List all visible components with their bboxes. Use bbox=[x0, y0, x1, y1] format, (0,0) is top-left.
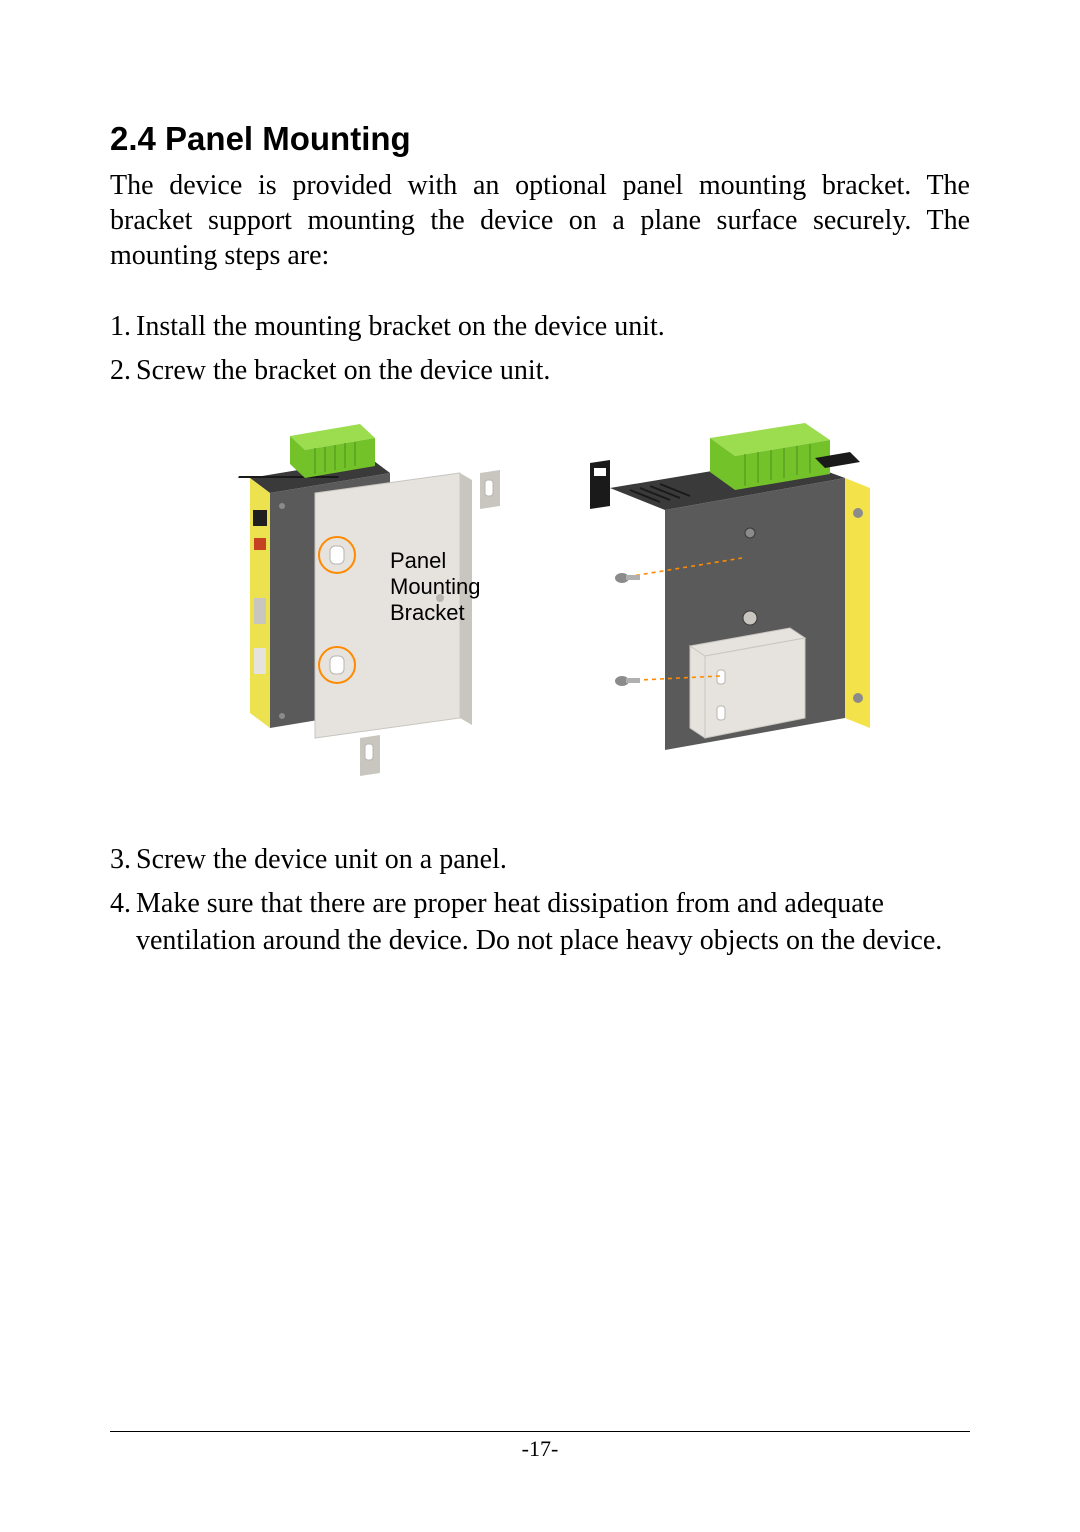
step-3: 3. Screw the device unit on a panel. bbox=[110, 842, 970, 878]
intro-paragraph: The device is provided with an optional … bbox=[110, 168, 970, 273]
figure-label: Panel Mounting Bracket bbox=[390, 548, 487, 625]
screw-icon bbox=[615, 573, 640, 583]
section-heading: 2.4 Panel Mounting bbox=[110, 120, 970, 158]
step-2: 2. Screw the bracket on the device unit. bbox=[110, 353, 970, 389]
step-text: Screw the bracket on the device unit. bbox=[136, 353, 970, 389]
screw-icon bbox=[615, 676, 640, 686]
right-device bbox=[590, 423, 870, 750]
step-text: Install the mounting bracket on the devi… bbox=[136, 309, 970, 345]
step-number: 2. bbox=[110, 353, 136, 389]
page-footer: -17- bbox=[110, 1431, 970, 1462]
page-number: -17- bbox=[522, 1436, 559, 1461]
steps-list-top: 1. Install the mounting bracket on the d… bbox=[110, 309, 970, 390]
panel-mounting-figure: Panel Mounting Bracket bbox=[190, 418, 890, 808]
step-number: 4. bbox=[110, 886, 136, 959]
step-text: Make sure that there are proper heat dis… bbox=[136, 886, 970, 959]
figure-svg: Panel Mounting Bracket bbox=[190, 418, 890, 808]
step-number: 3. bbox=[110, 842, 136, 878]
step-4: 4. Make sure that there are proper heat … bbox=[110, 886, 970, 959]
figure-container: Panel Mounting Bracket bbox=[110, 418, 970, 808]
steps-list-bottom: 3. Screw the device unit on a panel. 4. … bbox=[110, 842, 970, 959]
step-1: 1. Install the mounting bracket on the d… bbox=[110, 309, 970, 345]
step-text: Screw the device unit on a panel. bbox=[136, 842, 970, 878]
step-number: 1. bbox=[110, 309, 136, 345]
